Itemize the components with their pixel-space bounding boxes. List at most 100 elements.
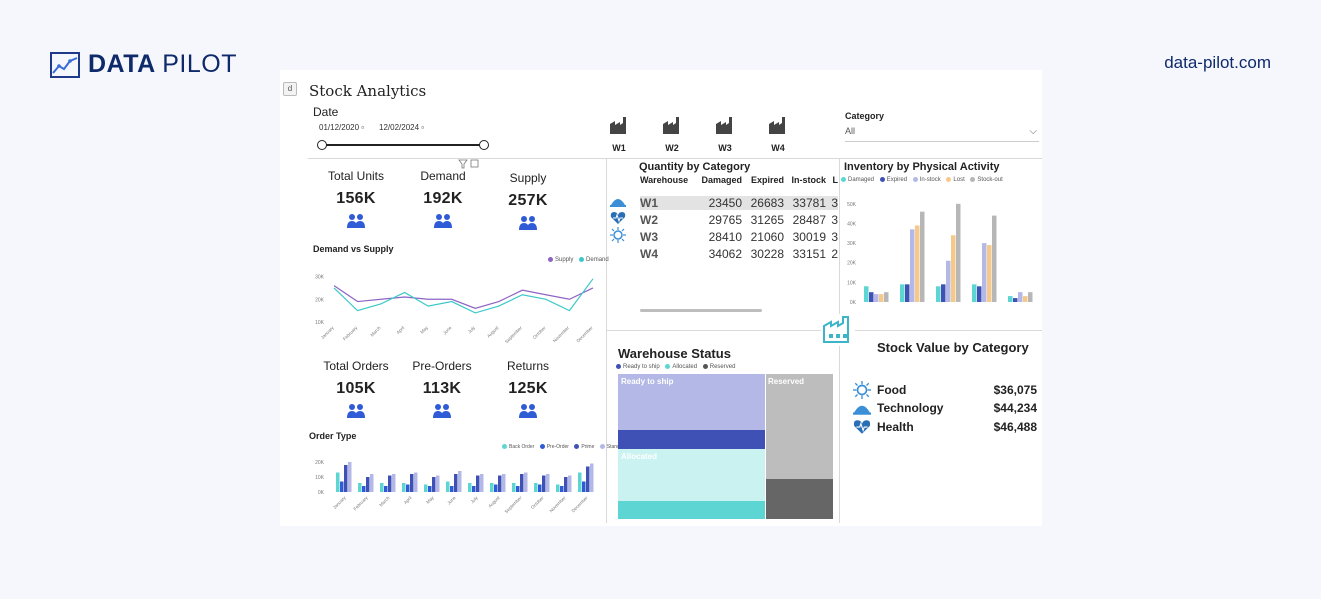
- table-row[interactable]: W2 29765 31265 28487 3: [610, 211, 838, 228]
- kpi-supply: Supply 257K: [488, 171, 568, 236]
- bar-standard: [348, 462, 352, 492]
- slider-start-handle[interactable]: [317, 140, 327, 150]
- bar-pre-order: [428, 486, 432, 492]
- bar-back-order: [556, 484, 560, 492]
- table-row[interactable]: W3 28410 21060 30019 3: [610, 227, 838, 246]
- date-range-slider[interactable]: [321, 144, 485, 146]
- x-tick-label: May: [425, 495, 435, 505]
- horizontal-scrollbar[interactable]: [640, 309, 762, 312]
- bar-back-order: [380, 483, 384, 492]
- users-icon: [316, 403, 396, 424]
- table-cell: 31265: [750, 212, 784, 227]
- warehouse-button-w4[interactable]: W4: [763, 115, 793, 153]
- calendar-icon[interactable]: ▫: [421, 123, 425, 132]
- bar-prime: [454, 474, 458, 492]
- bar-back-order: [336, 472, 340, 492]
- bar-back-order: [490, 483, 494, 492]
- bar-back-order: [468, 483, 472, 492]
- date-slicer-label: Date: [313, 105, 339, 119]
- food-icon: [853, 381, 871, 399]
- column-header[interactable]: L: [832, 175, 839, 185]
- bar-standard: [458, 471, 462, 492]
- slider-end-handle[interactable]: [479, 140, 489, 150]
- treemap-reserved[interactable]: Reserved: [766, 374, 833, 479]
- warehouse-status-title: Warehouse Status: [618, 346, 731, 361]
- treemap-allocated[interactable]: Allocated: [618, 449, 765, 501]
- x-tick-label: April: [395, 325, 405, 335]
- column-header[interactable]: Damaged: [701, 175, 742, 185]
- kpi-label: Pre-Orders: [412, 359, 472, 373]
- factory-icon: [610, 117, 626, 134]
- date-end-field[interactable]: 12/02/2024 ▫: [379, 123, 425, 132]
- bar-standard: [414, 472, 418, 492]
- order-type-legend: Back Order Pre-Order Prime Standard: [498, 444, 627, 450]
- bar-lost: [951, 235, 956, 302]
- y-tick-label: 30K: [315, 275, 325, 281]
- table-row[interactable]: W1 23450 26683 33781 3: [610, 194, 838, 211]
- kpi-value: 125K: [508, 380, 548, 397]
- filter-icon[interactable]: [458, 159, 480, 169]
- demand-vs-supply-chart[interactable]: 10K 20K 30K January February March April May Jun…: [308, 264, 600, 348]
- warehouse-button-w3[interactable]: W3: [710, 115, 740, 153]
- stock-category-value: $46,488: [993, 420, 1037, 434]
- bar-standard: [568, 475, 572, 492]
- series-line-demand: [333, 278, 594, 314]
- treemap-ready-to-ship-dark[interactable]: [618, 430, 765, 449]
- warehouse-button-w1[interactable]: W1: [604, 115, 634, 153]
- bar-expired: [1013, 298, 1018, 302]
- users-icon: [488, 215, 568, 236]
- column-header[interactable]: In-stock: [791, 175, 826, 185]
- users-icon: [403, 213, 483, 234]
- site-link[interactable]: data-pilot.com: [1164, 53, 1271, 72]
- x-tick-label: October: [530, 495, 545, 510]
- y-tick-label: 20K: [315, 460, 325, 466]
- stock-category-name: Health: [877, 420, 914, 434]
- column-header[interactable]: Warehouse: [640, 175, 689, 185]
- y-tick-label: 20K: [315, 297, 325, 303]
- warehouse-button-w2[interactable]: W2: [657, 115, 687, 153]
- treemap-ready-to-ship[interactable]: Ready to ship: [618, 374, 765, 430]
- order-type-chart[interactable]: 0K 10K 20K January February March April May June…: [308, 450, 600, 522]
- date-start-field[interactable]: 01/12/2020 ▫: [319, 123, 365, 132]
- order-type-title: Order Type: [309, 431, 357, 441]
- kpi-label: Total Units: [327, 169, 385, 183]
- kpi-pre-orders: Pre-Orders 113K: [402, 359, 482, 424]
- table-row[interactable]: W4 34062 30228 33151 2: [610, 245, 838, 262]
- bar-prime: [586, 466, 590, 492]
- treemap-reserved-dark[interactable]: [766, 479, 833, 519]
- category-dropdown[interactable]: All ⌵: [845, 126, 1039, 142]
- inventory-title: Inventory by Physical Activity: [844, 161, 1000, 173]
- treemap-right: Reserved: [766, 374, 833, 519]
- treemap-allocated-dark[interactable]: [618, 501, 765, 519]
- divider: [308, 158, 1042, 159]
- bar-standard: [502, 474, 506, 492]
- column-header[interactable]: Expired: [750, 175, 784, 185]
- bar-expired: [977, 286, 982, 302]
- bar-stock-out: [992, 215, 997, 302]
- chevron-down-icon[interactable]: ⌵: [1029, 126, 1037, 137]
- bar-prime: [498, 475, 502, 492]
- chart-logo-icon: [50, 51, 80, 78]
- quantity-table[interactable]: Warehouse Damaged Expired In-stock L: [610, 175, 838, 185]
- y-tick-label: 10K: [847, 280, 857, 286]
- food-icon: [610, 227, 640, 246]
- page-badge[interactable]: d: [283, 82, 297, 96]
- x-tick-label: March: [378, 495, 391, 508]
- bar-standard: [392, 474, 396, 492]
- stock-value-row: Technology $44,234: [853, 400, 1037, 416]
- table-cell: 30228: [750, 246, 784, 261]
- inventory-chart[interactable]: 0K 10K 20K 30K 40K 50K: [842, 188, 1042, 312]
- bar-in-stock: [946, 260, 951, 302]
- bar-prime: [432, 477, 436, 492]
- calendar-icon[interactable]: ▫: [361, 123, 365, 132]
- brand-logo[interactable]: DATA PILOT: [50, 50, 237, 79]
- factory-outline-icon: [821, 314, 855, 346]
- warehouse-label: W1: [612, 143, 626, 153]
- users-icon: [488, 403, 568, 424]
- warehouse-label: W3: [718, 143, 732, 153]
- stock-category-name: Food: [877, 383, 907, 397]
- table-cell: 3: [826, 195, 838, 210]
- warehouse-status-legend: Ready to ship Allocated Reserved: [616, 364, 735, 370]
- table-cell: W1: [640, 195, 690, 210]
- y-tick-label: 50K: [847, 202, 857, 208]
